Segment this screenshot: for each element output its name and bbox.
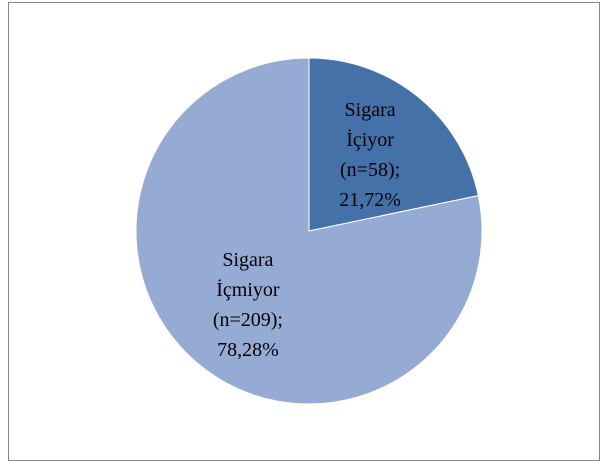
category-word: Sigara — [222, 249, 273, 271]
pie-slice — [308, 57, 479, 232]
count-label: (n=209); — [213, 309, 283, 331]
value-label: 21,72% — [339, 188, 401, 210]
count-label: (n=58); — [340, 158, 400, 180]
category-word: İçiyor — [346, 127, 394, 150]
data-label: Sigara İçiyor (n=58); 21,72% — [339, 98, 401, 210]
value-label: 78,28% — [217, 339, 279, 361]
category-word: Sigara — [345, 98, 396, 120]
category-word: İçmiyor — [216, 278, 280, 301]
pie-slice — [135, 57, 483, 405]
category-label: Sigara İçiyor — [345, 98, 396, 150]
category-label: Sigara İçmiyor — [216, 249, 280, 301]
data-label: Sigara İçmiyor (n=209); 78,28% — [213, 249, 283, 361]
